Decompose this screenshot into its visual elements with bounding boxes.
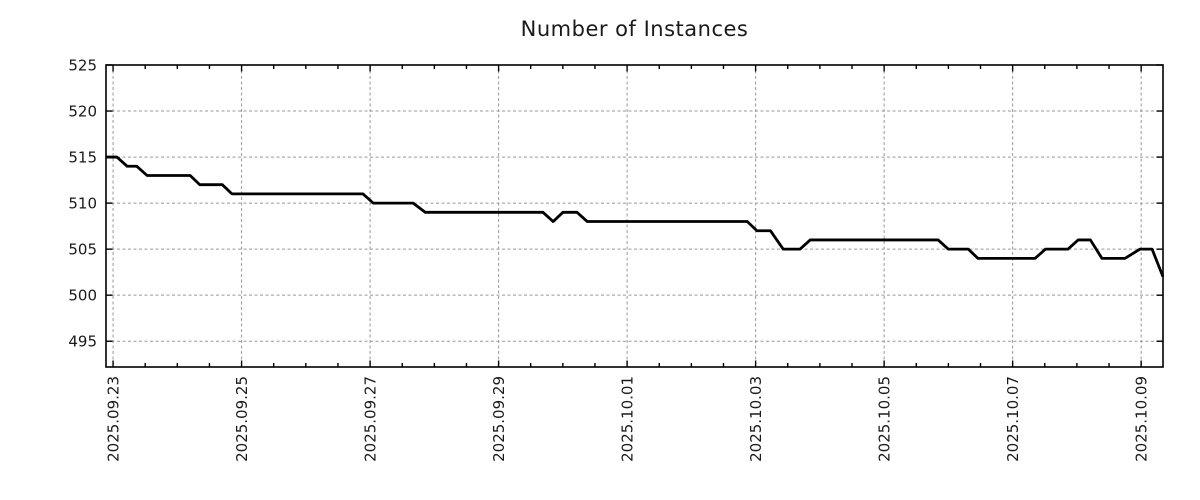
y-tick-labels: 495 500 505 510 515 520 525: [68, 56, 97, 350]
x-tick-labels: 2025.09.23 2025.09.25 2025.09.27 2025.09.29…: [104, 376, 1150, 462]
x-tick-label: 2025.09.27: [361, 376, 379, 462]
y-tick-label: 495: [68, 332, 97, 350]
x-tick-label: 2025.09.29: [490, 376, 508, 462]
x-tick-label: 2025.10.05: [875, 376, 893, 462]
y-tick-label: 515: [68, 148, 97, 166]
x-tick-label: 2025.10.07: [1004, 376, 1022, 462]
series-line-instances: [106, 155, 1165, 278]
chart-title: Number of Instances: [520, 17, 749, 41]
y-tick-label: 505: [68, 240, 97, 258]
plot-border: [105, 64, 1164, 368]
x-gridlines: [112, 65, 1142, 367]
x-tick-label: 2025.10.01: [618, 376, 636, 462]
y-tick-label: 500: [68, 286, 97, 304]
axis-ticks: [106, 64, 1163, 367]
y-tick-label: 520: [68, 102, 97, 120]
x-tick-label: 2025.10.03: [747, 376, 765, 462]
y-tick-label: 510: [68, 194, 97, 212]
x-tick-label: 2025.09.25: [233, 376, 251, 462]
y-tick-label: 525: [68, 56, 97, 74]
x-tick-label: 2025.10.09: [1132, 376, 1150, 462]
y-gridlines: [106, 64, 1163, 342]
x-tick-label: 2025.09.23: [104, 376, 122, 462]
